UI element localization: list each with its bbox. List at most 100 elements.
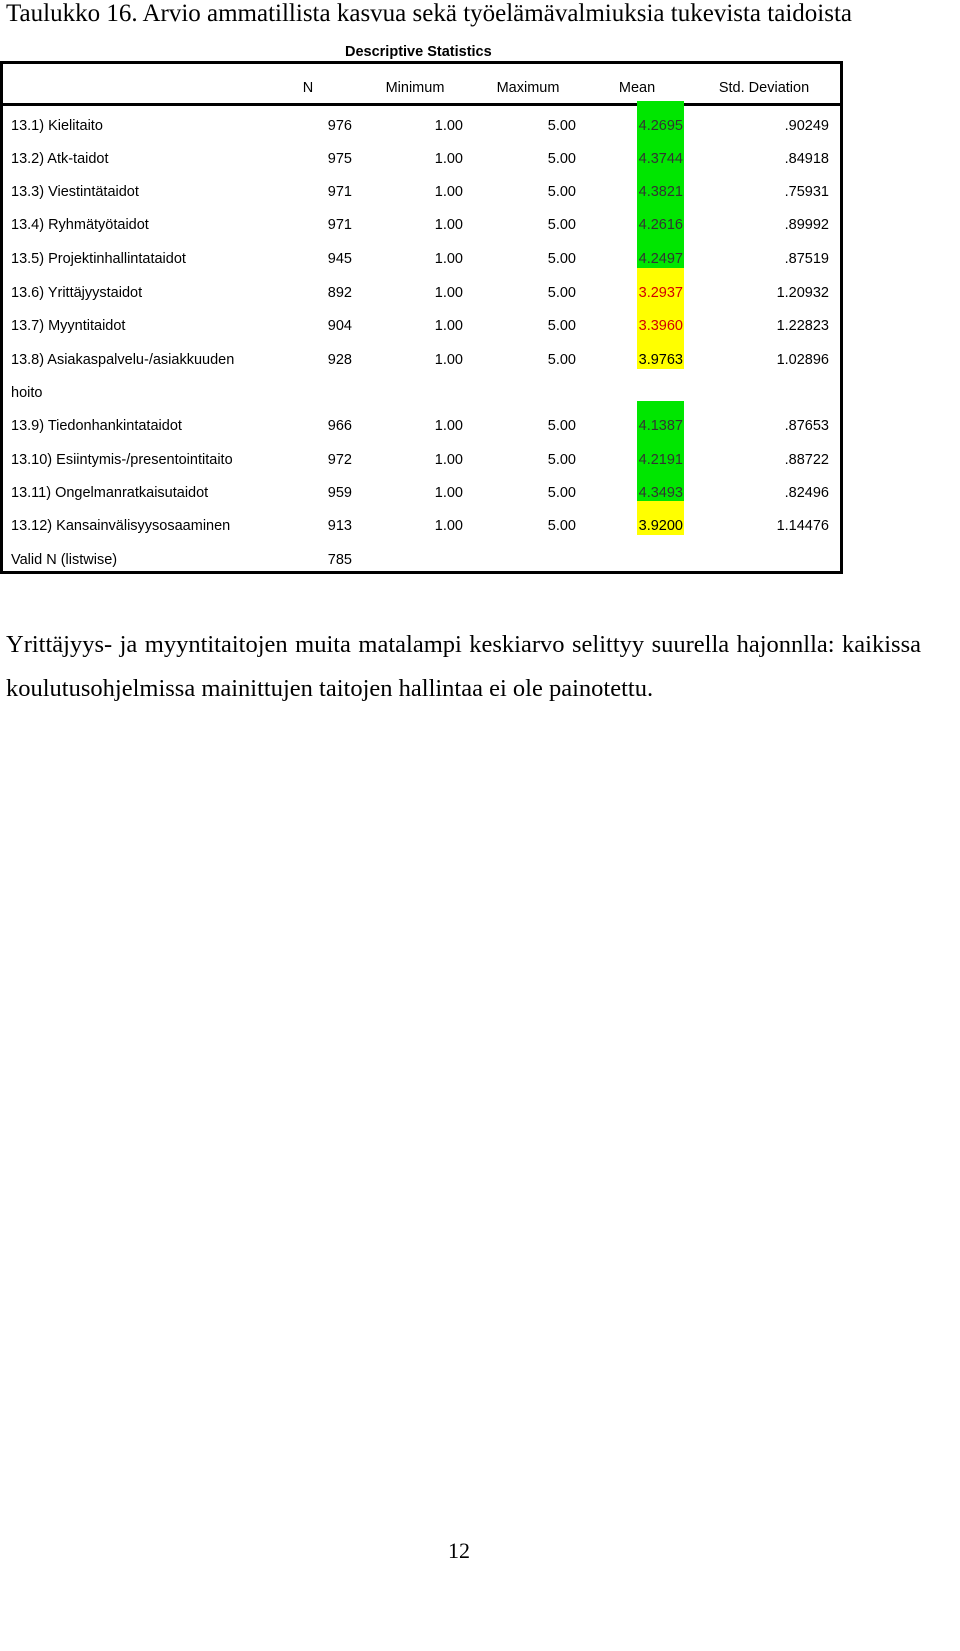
cell-minimum: 1.00 [434, 318, 463, 334]
cell-mean: 3.2937 [638, 285, 683, 301]
cell-minimum: 1.00 [434, 418, 463, 434]
row-label: 13.7) Myyntitaidot [11, 318, 126, 334]
cell-minimum: 1.00 [434, 184, 463, 200]
mean-highlight [637, 335, 684, 369]
cell-minimum: 1.00 [434, 118, 463, 134]
mean-highlight [637, 401, 684, 435]
row-label: 13.3) Viestintätaidot [11, 184, 139, 200]
page-number: 12 [448, 1538, 470, 1563]
cell-std-deviation: 1.14476 [776, 518, 829, 534]
cell-mean: 4.3493 [638, 485, 683, 501]
table-top-border [0, 61, 843, 64]
cell-maximum: 5.00 [547, 518, 576, 534]
cell-mean: 4.2191 [638, 452, 683, 468]
cell-std-deviation: 1.20932 [776, 285, 829, 301]
cell-maximum: 5.00 [547, 217, 576, 233]
cell-n: 971 [327, 217, 352, 233]
table-left-border [0, 61, 3, 574]
col-header-maximum: Maximum [496, 80, 560, 96]
cell-mean: 4.2616 [638, 217, 683, 233]
row-label: 13.6) Yrittäjyystaidot [11, 285, 143, 301]
cell-n: 971 [327, 184, 352, 200]
cell-std-deviation: 1.22823 [776, 318, 829, 334]
mean-highlight [637, 501, 684, 535]
mean-highlight [637, 468, 684, 502]
cell-std-deviation: .75931 [784, 184, 829, 200]
cell-n: 975 [327, 151, 352, 167]
body-paragraph: Yrittäjyys- ja myyntitaitojen muita mata… [6, 631, 921, 702]
mean-highlight [637, 268, 684, 302]
cell-minimum: 1.00 [434, 352, 463, 368]
cell-minimum: 1.00 [434, 485, 463, 501]
cell-std-deviation: .87519 [784, 251, 829, 267]
row-label: 13.12) Kansainvälisyysosaaminen [11, 518, 231, 534]
cell-n: 966 [327, 418, 352, 434]
cell-minimum: 1.00 [434, 518, 463, 534]
row-label: 13.11) Ongelmanratkaisutaidot [11, 485, 209, 501]
row-label: Valid N (listwise) [11, 552, 118, 568]
col-header-mean: Mean [618, 80, 656, 96]
col-header-minimum: Minimum [385, 80, 445, 96]
cell-minimum: 1.00 [434, 285, 463, 301]
cell-std-deviation: .82496 [784, 485, 829, 501]
table-bottom-border [0, 571, 843, 574]
cell-mean: 4.3821 [638, 184, 683, 200]
mean-highlight [637, 234, 684, 268]
cell-n: 904 [327, 318, 352, 334]
cell-std-deviation: .89992 [784, 217, 829, 233]
mean-highlight [637, 301, 684, 335]
mean-highlight [637, 101, 684, 135]
cell-mean: 4.3744 [638, 151, 683, 167]
cell-n: 972 [327, 452, 352, 468]
mean-highlight [637, 167, 684, 201]
col-header-std-deviation: Std. Deviation [718, 80, 810, 96]
row-label: 13.5) Projektinhallintataidot [11, 251, 186, 267]
cell-std-deviation: .90249 [784, 118, 829, 134]
cell-mean: 3.9200 [638, 518, 683, 534]
cell-maximum: 5.00 [547, 151, 576, 167]
cell-n: 945 [327, 251, 352, 267]
cell-std-deviation: .88722 [784, 452, 829, 468]
mean-highlight [637, 435, 684, 469]
cell-n: 785 [327, 552, 352, 568]
cell-maximum: 5.00 [547, 251, 576, 267]
cell-std-deviation: .84918 [784, 151, 829, 167]
cell-std-deviation: 1.02896 [776, 352, 829, 368]
cell-maximum: 5.00 [547, 352, 576, 368]
cell-mean: 3.3960 [638, 318, 683, 334]
cell-std-deviation: .87653 [784, 418, 829, 434]
cell-maximum: 5.00 [547, 418, 576, 434]
cell-minimum: 1.00 [434, 151, 463, 167]
cell-minimum: 1.00 [434, 217, 463, 233]
cell-maximum: 5.00 [547, 118, 576, 134]
page-heading: Taulukko 16. Arvio ammatillista kasvua s… [6, 0, 852, 27]
table-right-border [840, 61, 843, 574]
row-label: 13.4) Ryhmätyötaidot [11, 217, 149, 233]
cell-n: 928 [327, 352, 352, 368]
col-header-n: N [302, 80, 314, 96]
cell-maximum: 5.00 [547, 452, 576, 468]
row-label: 13.8) Asiakaspalvelu-/asiakkuuden [11, 352, 235, 368]
row-label: 13.1) Kielitaito [11, 118, 103, 134]
cell-maximum: 5.00 [547, 285, 576, 301]
mean-highlight [637, 134, 684, 168]
table-caption: Descriptive Statistics [345, 44, 492, 60]
cell-n: 892 [327, 285, 352, 301]
cell-mean: 3.9763 [638, 352, 683, 368]
cell-n: 959 [327, 485, 352, 501]
cell-maximum: 5.00 [547, 184, 576, 200]
cell-n: 913 [327, 518, 352, 534]
cell-n: 976 [327, 118, 352, 134]
row-label-continued: hoito [11, 385, 43, 401]
row-label: 13.2) Atk-taidot [11, 151, 109, 167]
cell-maximum: 5.00 [547, 318, 576, 334]
table-header-rule [0, 103, 843, 106]
cell-maximum: 5.00 [547, 485, 576, 501]
cell-mean: 4.2695 [638, 118, 683, 134]
cell-minimum: 1.00 [434, 452, 463, 468]
row-label: 13.9) Tiedonhankintataidot [11, 418, 182, 434]
cell-mean: 4.1387 [638, 418, 683, 434]
row-label: 13.10) Esiintymis-/presentointitaito [11, 452, 233, 468]
cell-minimum: 1.00 [434, 251, 463, 267]
cell-mean: 4.2497 [638, 251, 683, 267]
